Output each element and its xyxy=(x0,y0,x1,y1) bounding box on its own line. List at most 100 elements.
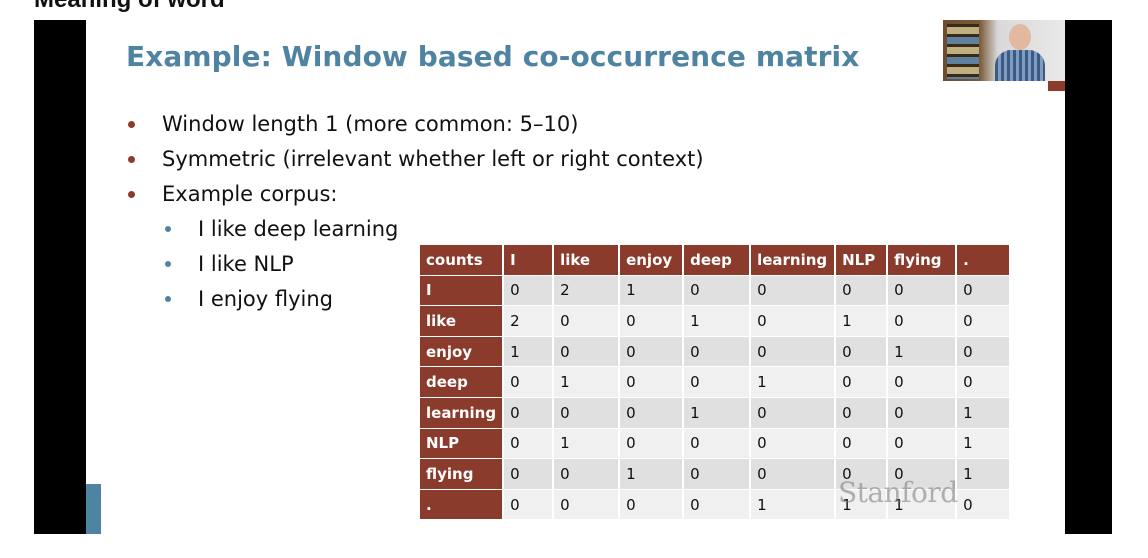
table-cell: 0 xyxy=(751,397,837,429)
table-cell: 1 xyxy=(620,275,685,307)
table-cell: 0 xyxy=(957,367,1012,398)
bullet-item: Window length 1 (more common: 5–10) xyxy=(128,112,578,136)
column-header: flying xyxy=(888,245,958,276)
video-top-caption: Meaning of word xyxy=(34,0,225,14)
stanford-watermark: Stanford xyxy=(838,476,958,509)
table-cell: 0 xyxy=(836,336,889,368)
table-cell: 0 xyxy=(684,336,752,368)
table-cell: 0 xyxy=(504,367,555,398)
table-cell: 1 xyxy=(504,336,555,368)
bullet-dot-icon xyxy=(128,156,135,163)
column-header: like xyxy=(554,245,621,276)
right-letterbox-bar xyxy=(1065,20,1112,534)
sub-bullet-dot-icon xyxy=(165,261,171,267)
presenter-body-icon xyxy=(995,50,1045,81)
table-cell: 1 xyxy=(554,367,621,398)
table-cell: 1 xyxy=(957,459,1012,490)
table-cell: 0 xyxy=(684,275,752,307)
table-cell: 1 xyxy=(554,428,621,460)
table-cell: 0 xyxy=(554,306,621,337)
table-cell: 0 xyxy=(836,459,889,490)
row-header: deep xyxy=(420,367,505,398)
table-cell: 2 xyxy=(554,275,621,307)
table-cell: 0 xyxy=(504,275,555,307)
table-cell: 1 xyxy=(751,367,837,398)
webcam-corner-tag xyxy=(1048,81,1065,91)
row-header: . xyxy=(420,489,505,521)
table-row: flying 0 0 1 0 0 0 0 1 xyxy=(420,459,1012,490)
column-header: deep xyxy=(684,245,752,276)
slide-title: Example: Window based co-occurrence matr… xyxy=(126,40,860,73)
table-cell: 0 xyxy=(684,459,752,490)
table-cell: 1 xyxy=(836,306,889,337)
table-cell: 0 xyxy=(751,336,837,368)
bullet-dot-icon xyxy=(128,191,135,198)
row-header: learning xyxy=(420,397,505,429)
table-cell: 0 xyxy=(888,428,958,460)
table-cell: 0 xyxy=(957,275,1012,307)
sub-bullet-text: I enjoy flying xyxy=(198,287,334,311)
table-cell: 0 xyxy=(751,459,837,490)
slide-accent-strip xyxy=(86,484,101,534)
table-cell: 0 xyxy=(684,367,752,398)
table-cell: 0 xyxy=(554,459,621,490)
row-header: enjoy xyxy=(420,336,505,368)
row-header: I xyxy=(420,275,505,307)
table-cell: 0 xyxy=(620,367,685,398)
table-header-row: counts I like enjoy deep learning NLP fl… xyxy=(420,245,1012,276)
table-cell: 0 xyxy=(836,275,889,307)
table-cell: 0 xyxy=(504,397,555,429)
table-cell: 0 xyxy=(620,397,685,429)
table-cell: 0 xyxy=(554,397,621,429)
table-cell: 0 xyxy=(684,489,752,521)
table-cell: 0 xyxy=(684,428,752,460)
sub-bullet-item: I like deep learning xyxy=(165,217,399,241)
table-cell: 0 xyxy=(957,306,1012,337)
bullet-text: Example corpus: xyxy=(162,182,338,206)
row-header: NLP xyxy=(420,428,505,460)
table-cell: 0 xyxy=(836,428,889,460)
table-cell: 1 xyxy=(957,397,1012,429)
column-header: enjoy xyxy=(620,245,685,276)
table-cell: 0 xyxy=(620,489,685,521)
table-cell: 1 xyxy=(888,489,958,521)
row-header: like xyxy=(420,306,505,337)
bullet-item: Symmetric (irrelevant whether left or ri… xyxy=(128,147,704,171)
table-cell: 0 xyxy=(504,428,555,460)
left-letterbox-bar xyxy=(34,20,86,534)
table-cell: 1 xyxy=(684,306,752,337)
table-corner-header: counts xyxy=(420,245,505,276)
sub-bullet-dot-icon xyxy=(165,296,171,302)
table-cell: 2 xyxy=(504,306,555,337)
table-cell: 0 xyxy=(620,306,685,337)
table-cell: 0 xyxy=(504,459,555,490)
table-cell: 0 xyxy=(620,336,685,368)
table-cell: 0 xyxy=(504,489,555,521)
table-cell: 0 xyxy=(888,397,958,429)
bullet-dot-icon xyxy=(128,121,135,128)
table-cell: 0 xyxy=(751,428,837,460)
table-cell: 0 xyxy=(836,367,889,398)
sub-bullet-text: I like deep learning xyxy=(198,217,399,241)
table-row: like 2 0 0 1 0 1 0 0 xyxy=(420,306,1012,337)
column-header: NLP xyxy=(836,245,889,276)
table-cell: 0 xyxy=(957,489,1012,521)
sub-bullet-dot-icon xyxy=(165,226,171,232)
column-header: I xyxy=(504,245,555,276)
sub-bullet-item: I like NLP xyxy=(165,252,294,276)
sub-bullet-item: I enjoy flying xyxy=(165,287,334,311)
sub-bullet-text: I like NLP xyxy=(198,252,294,276)
column-header: . xyxy=(957,245,1012,276)
table-cell: 0 xyxy=(751,306,837,337)
table-cell: 0 xyxy=(836,397,889,429)
table-cell: 1 xyxy=(684,397,752,429)
table-cell: 1 xyxy=(888,336,958,368)
bullet-text: Symmetric (irrelevant whether left or ri… xyxy=(162,147,704,171)
table-cell: 0 xyxy=(888,367,958,398)
table-cell: 0 xyxy=(554,336,621,368)
bullet-item: Example corpus: xyxy=(128,182,338,206)
table-cell: 0 xyxy=(888,275,958,307)
row-header: flying xyxy=(420,459,505,490)
